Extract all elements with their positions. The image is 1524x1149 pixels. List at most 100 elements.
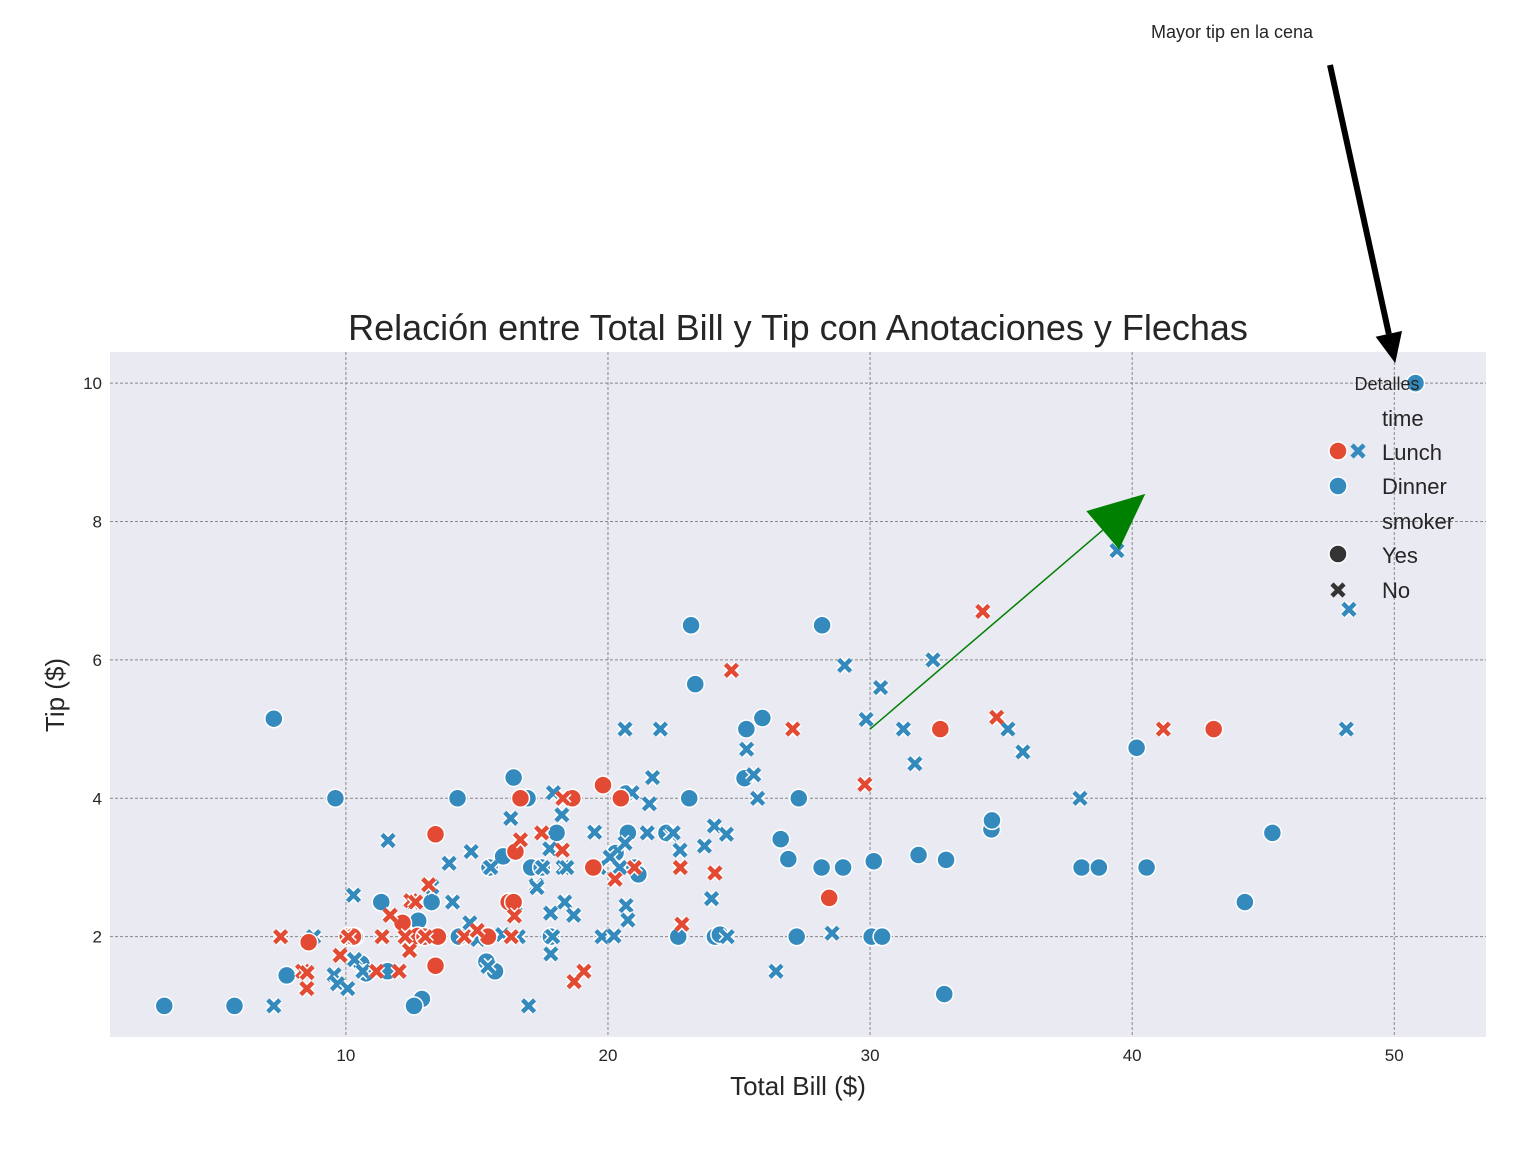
data-point-mark [925, 652, 941, 668]
data-point-mark [718, 826, 735, 842]
data-point-mark [557, 894, 573, 910]
data-point-mark [1155, 721, 1171, 737]
data-point [298, 979, 316, 998]
data-point [533, 824, 551, 842]
data-point [565, 972, 583, 991]
data-point-mark [401, 942, 418, 959]
data-point [502, 809, 520, 828]
data-point-mark [576, 963, 592, 979]
data-point [924, 651, 942, 669]
y-tick-label: 6 [93, 651, 102, 670]
data-point [906, 755, 924, 773]
data-point-mark [858, 711, 874, 727]
legend-label-lunch: Lunch [1382, 440, 1442, 465]
data-point [679, 788, 699, 809]
data-point [705, 817, 724, 835]
data-point [770, 829, 791, 849]
data-point [1154, 720, 1173, 738]
legend-marker-yes [1328, 544, 1348, 564]
data-point-mark [768, 963, 784, 979]
data-point [440, 854, 458, 872]
data-point-mark [1015, 744, 1031, 760]
data-point [856, 775, 874, 794]
x-tick-label: 10 [336, 1046, 355, 1065]
data-point [748, 789, 767, 807]
data-point-mark [617, 721, 633, 737]
data-point-mark [534, 825, 550, 841]
data-point-mark [483, 859, 499, 876]
annotation-arrow-green-head [1086, 493, 1146, 550]
data-point [271, 928, 290, 946]
chart-title: Relación entre Total Bill y Tip con Anot… [348, 307, 1248, 348]
y-tick-label: 2 [93, 928, 102, 947]
data-point-mark [456, 929, 472, 945]
data-point-mark [618, 897, 634, 914]
data-point-mark [707, 865, 723, 881]
data-point-mark [907, 756, 923, 772]
data-point-mark [706, 818, 722, 834]
data-point [345, 950, 364, 969]
data-point [534, 858, 552, 877]
data-point [325, 788, 346, 809]
data-point-mark [382, 907, 398, 923]
data-point [528, 878, 546, 897]
data-point [717, 825, 736, 843]
data-point [331, 946, 349, 965]
data-point-mark [555, 790, 571, 806]
data-point [1235, 892, 1255, 912]
data-point-mark [1338, 721, 1354, 737]
data-point [344, 886, 363, 904]
data-point [1071, 857, 1092, 878]
data-point [406, 893, 425, 911]
data-point [1203, 719, 1224, 739]
data-point-mark [719, 929, 735, 945]
data-point-mark [545, 929, 561, 945]
data-point [643, 768, 662, 787]
data-point-mark [273, 929, 289, 945]
data-point [542, 945, 560, 963]
data-point [671, 841, 689, 859]
data-point-mark [441, 855, 457, 871]
data-point [554, 789, 572, 807]
data-point-mark [1072, 790, 1088, 806]
data-point [505, 907, 524, 925]
data-point-mark [340, 929, 356, 945]
data-point-mark [989, 709, 1005, 725]
data-point [479, 957, 497, 976]
data-point [988, 708, 1006, 726]
data-point-mark [696, 838, 713, 854]
data-point-mark [340, 980, 356, 997]
data-point [1262, 823, 1283, 843]
data-point-mark [506, 908, 523, 924]
data-point-mark [512, 832, 529, 848]
data-point-mark [644, 769, 661, 786]
data-point-mark [542, 841, 558, 857]
data-point [1089, 857, 1109, 878]
data-point [1126, 738, 1147, 758]
x-tick-label: 40 [1123, 1046, 1142, 1065]
data-point [420, 876, 438, 894]
data-point-mark [543, 946, 559, 962]
data-point-mark [480, 958, 496, 975]
data-point-mark [639, 825, 655, 841]
data-point [836, 656, 854, 675]
data-point-mark [397, 929, 413, 945]
data-point [381, 906, 399, 924]
y-axis-label: Tip ($) [40, 658, 70, 732]
data-point [1405, 373, 1426, 393]
data-point-mark [587, 824, 603, 840]
data-point-mark [380, 832, 396, 849]
data-point-mark [542, 905, 559, 921]
annotation-text: Mayor tip en la cena [1151, 22, 1314, 42]
legend-marker-lunch [1328, 441, 1366, 461]
data-point-mark [1000, 721, 1016, 737]
data-point [396, 928, 414, 946]
data-point [619, 911, 637, 929]
data-point [1108, 541, 1126, 560]
data-point [553, 841, 572, 859]
legend: Detalles time Lunch Dinner smoker Yes No [1328, 374, 1454, 603]
data-point [447, 788, 468, 809]
data-point [462, 842, 480, 861]
data-point-mark [469, 922, 485, 939]
data-point [606, 870, 624, 888]
